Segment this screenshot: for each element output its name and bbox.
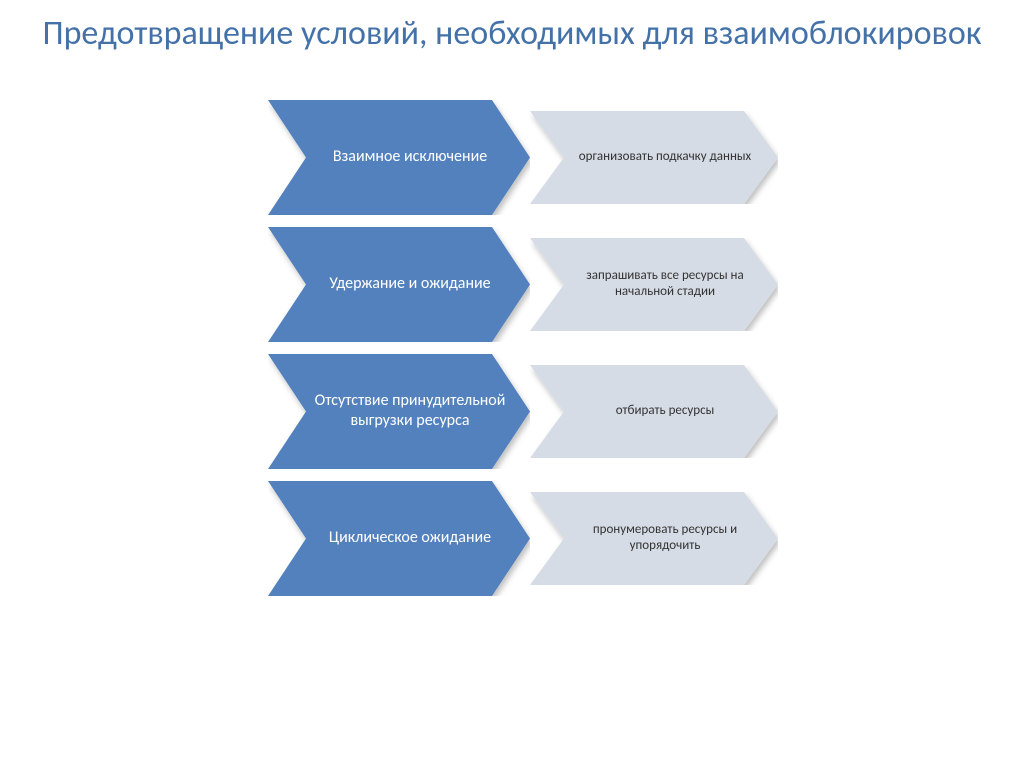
condition-label: Взаимное исключение bbox=[268, 147, 530, 167]
condition-arrow: Удержание и ожидание bbox=[268, 227, 530, 342]
solution-label: отбирать ресурсы bbox=[530, 403, 778, 419]
page-title: Предотвращение условий, необходимых для … bbox=[0, 0, 1024, 55]
diagram-row: отбирать ресурсы Отсутствие принудительн… bbox=[0, 354, 1024, 469]
diagram-row: организовать подкачку данных Взаимное ис… bbox=[0, 100, 1024, 215]
condition-label: Циклическое ожидание bbox=[268, 528, 530, 548]
diagram-row: запрашивать все ресурсы на начальной ста… bbox=[0, 227, 1024, 342]
condition-arrow: Взаимное исключение bbox=[268, 100, 530, 215]
diagram-row: пронумеровать ресурсы и упорядочить Цикл… bbox=[0, 481, 1024, 596]
solution-arrow: пронумеровать ресурсы и упорядочить bbox=[530, 492, 778, 585]
solution-label: организовать подкачку данных bbox=[530, 149, 778, 165]
solution-label: запрашивать все ресурсы на начальной ста… bbox=[530, 268, 778, 301]
solution-label: пронумеровать ресурсы и упорядочить bbox=[530, 522, 778, 555]
condition-label: Отсутствие принудительной выгрузки ресур… bbox=[268, 391, 530, 431]
arrow-diagram: организовать подкачку данных Взаимное ис… bbox=[0, 100, 1024, 596]
solution-arrow: отбирать ресурсы bbox=[530, 365, 778, 458]
condition-arrow: Циклическое ожидание bbox=[268, 481, 530, 596]
solution-arrow: запрашивать все ресурсы на начальной ста… bbox=[530, 238, 778, 331]
condition-label: Удержание и ожидание bbox=[268, 274, 530, 294]
condition-arrow: Отсутствие принудительной выгрузки ресур… bbox=[268, 354, 530, 469]
solution-arrow: организовать подкачку данных bbox=[530, 111, 778, 204]
